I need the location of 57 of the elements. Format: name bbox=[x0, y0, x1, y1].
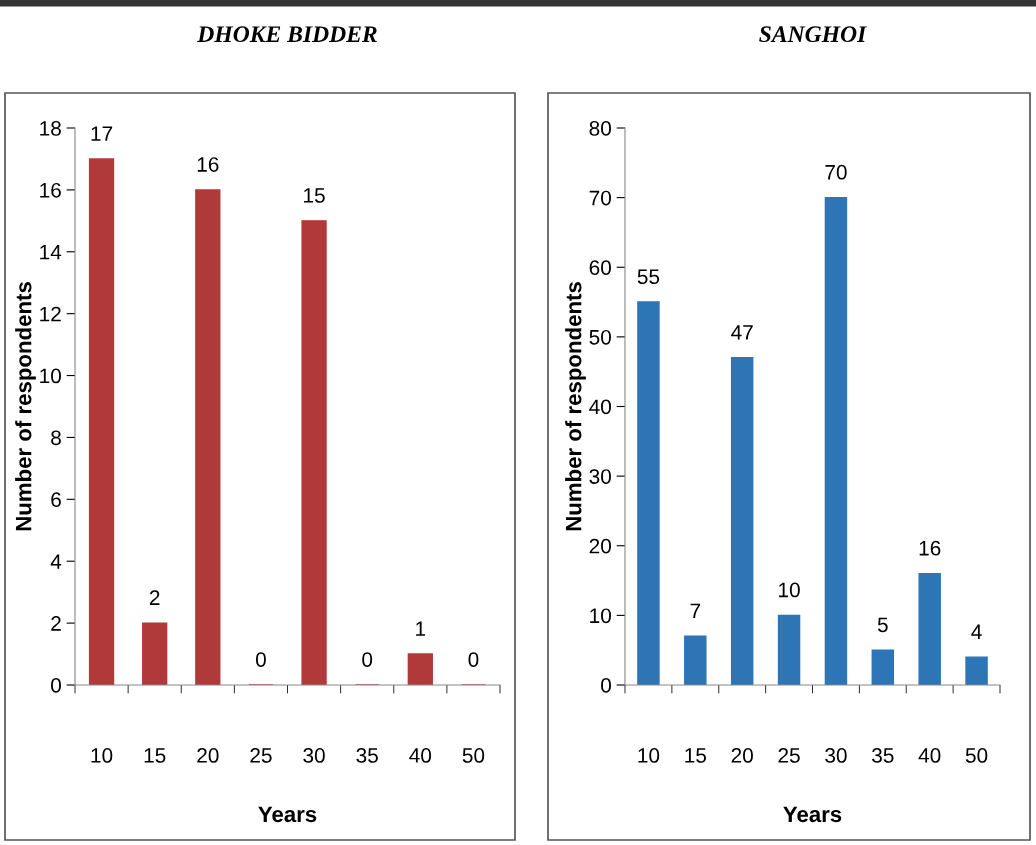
x-tick-label: 25 bbox=[778, 748, 800, 763]
y-tick-label: 0 bbox=[601, 678, 611, 693]
x-tick-label: 35 bbox=[872, 748, 894, 763]
data-label: 47 bbox=[731, 325, 753, 340]
x-tick-label: 25 bbox=[250, 748, 272, 763]
x-tick-label: 30 bbox=[303, 748, 325, 763]
x-tick-label: 35 bbox=[356, 748, 378, 763]
y-tick-label: 0 bbox=[51, 678, 61, 693]
y-tick-label: 40 bbox=[589, 399, 611, 415]
data-label: 7 bbox=[690, 603, 701, 619]
y-tick-label: 16 bbox=[40, 182, 61, 198]
y-tick-label: 10 bbox=[590, 608, 611, 624]
x-tick-label: 50 bbox=[462, 748, 485, 763]
data-label: 0 bbox=[255, 652, 266, 667]
data-label: 16 bbox=[919, 540, 941, 556]
y-tick-label: 18 bbox=[40, 121, 61, 136]
y-tick-label: 6 bbox=[51, 492, 61, 508]
x-axis-title: Years bbox=[258, 806, 317, 823]
data-label: 2 bbox=[149, 590, 160, 605]
data-label: 17 bbox=[91, 126, 113, 141]
x-tick-label: 30 bbox=[825, 748, 847, 763]
chart-title: DHOKE BIDDER bbox=[197, 26, 377, 43]
y-tick-label: 4 bbox=[50, 554, 62, 569]
data-label: 15 bbox=[304, 188, 325, 203]
x-axis-title: Years bbox=[783, 806, 842, 823]
data-label: 70 bbox=[825, 164, 847, 180]
data-label: 16 bbox=[197, 157, 219, 172]
x-tick-label: 50 bbox=[965, 748, 988, 763]
y-tick-label: 30 bbox=[589, 469, 611, 484]
x-tick-label: 10 bbox=[638, 748, 660, 763]
chart-title: SANGHOI bbox=[759, 26, 867, 43]
x-tick-label: 15 bbox=[685, 748, 707, 763]
y-tick-label: 70 bbox=[589, 190, 611, 206]
y-axis-title: Number of respondents bbox=[565, 282, 586, 531]
x-tick-label: 20 bbox=[197, 748, 219, 763]
y-tick-label: 14 bbox=[40, 244, 62, 260]
data-label: 0 bbox=[362, 652, 373, 667]
data-label: 1 bbox=[416, 621, 426, 636]
data-label: 0 bbox=[468, 652, 479, 667]
y-tick-label: 2 bbox=[51, 616, 61, 631]
y-tick-label: 10 bbox=[40, 368, 61, 384]
y-tick-label: 12 bbox=[40, 306, 61, 322]
data-label: 10 bbox=[779, 582, 800, 598]
x-tick-label: 10 bbox=[91, 748, 113, 763]
y-tick-label: 8 bbox=[51, 430, 61, 446]
x-tick-label: 20 bbox=[731, 748, 753, 763]
x-tick-label: 15 bbox=[144, 748, 166, 763]
data-label: 55 bbox=[637, 269, 660, 285]
y-tick-label: 60 bbox=[589, 260, 611, 275]
x-tick-label: 40 bbox=[409, 748, 432, 763]
y-axis-title: Number of respondents bbox=[15, 282, 36, 531]
y-tick-label: 20 bbox=[589, 538, 611, 554]
x-tick-label: 40 bbox=[918, 748, 941, 763]
y-tick-label: 80 bbox=[589, 121, 611, 136]
data-label: 4 bbox=[971, 624, 982, 639]
data-label: 5 bbox=[877, 617, 888, 633]
y-tick-label: 50 bbox=[589, 329, 611, 345]
